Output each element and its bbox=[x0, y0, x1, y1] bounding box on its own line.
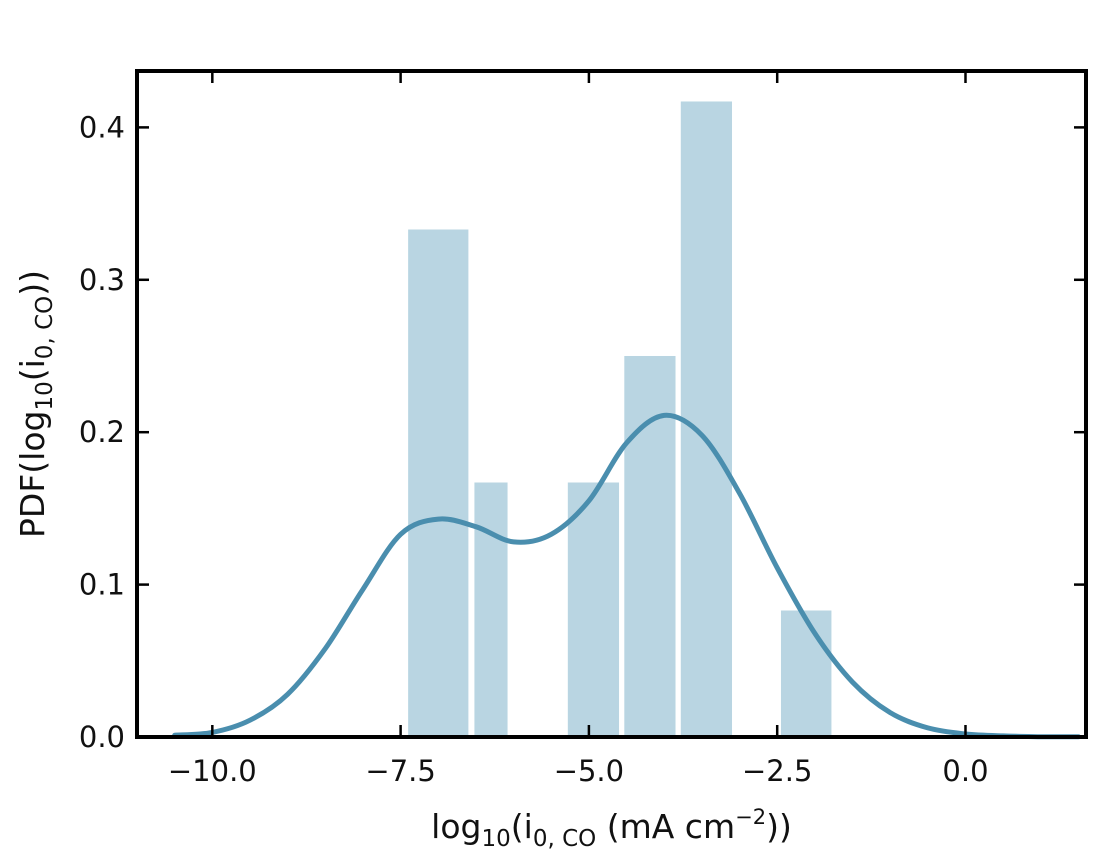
x-tick-label: −7.5 bbox=[365, 754, 435, 788]
histogram-bar-5 bbox=[680, 101, 733, 738]
y-tick-label: 0.4 bbox=[79, 110, 125, 144]
kde-curve bbox=[172, 412, 1081, 740]
histogram-bars bbox=[408, 101, 832, 738]
y-tick-label: 0.0 bbox=[79, 720, 125, 754]
x-axis-title: log10(i0, CO (mA cm−2)) bbox=[431, 805, 792, 852]
x-tick-label: −2.5 bbox=[742, 754, 812, 788]
kde-curve-group bbox=[172, 412, 1081, 740]
y-axis-title: PDF(log10(i0, CO)) bbox=[13, 270, 58, 538]
histogram-bar-2 bbox=[474, 482, 508, 737]
axis-ticks bbox=[137, 71, 1086, 739]
x-tick-label: 0.0 bbox=[942, 754, 988, 788]
axis-tick-labels: −10.0 −7.5 −5.0 −2.5 0.0 0.0 0.1 0.2 0.3 0.4 bbox=[79, 110, 989, 788]
plot-frame bbox=[135, 69, 1088, 739]
histogram-bar-6 bbox=[780, 610, 832, 737]
histogram-bar-1 bbox=[408, 229, 469, 738]
y-tick-label: 0.3 bbox=[79, 263, 125, 297]
x-tick-label: −10.0 bbox=[168, 754, 257, 788]
x-tick-label: −5.0 bbox=[554, 754, 624, 788]
y-tick-label: 0.2 bbox=[79, 415, 125, 449]
y-tick-label: 0.1 bbox=[79, 568, 125, 602]
histogram-bar-3 bbox=[567, 482, 620, 737]
